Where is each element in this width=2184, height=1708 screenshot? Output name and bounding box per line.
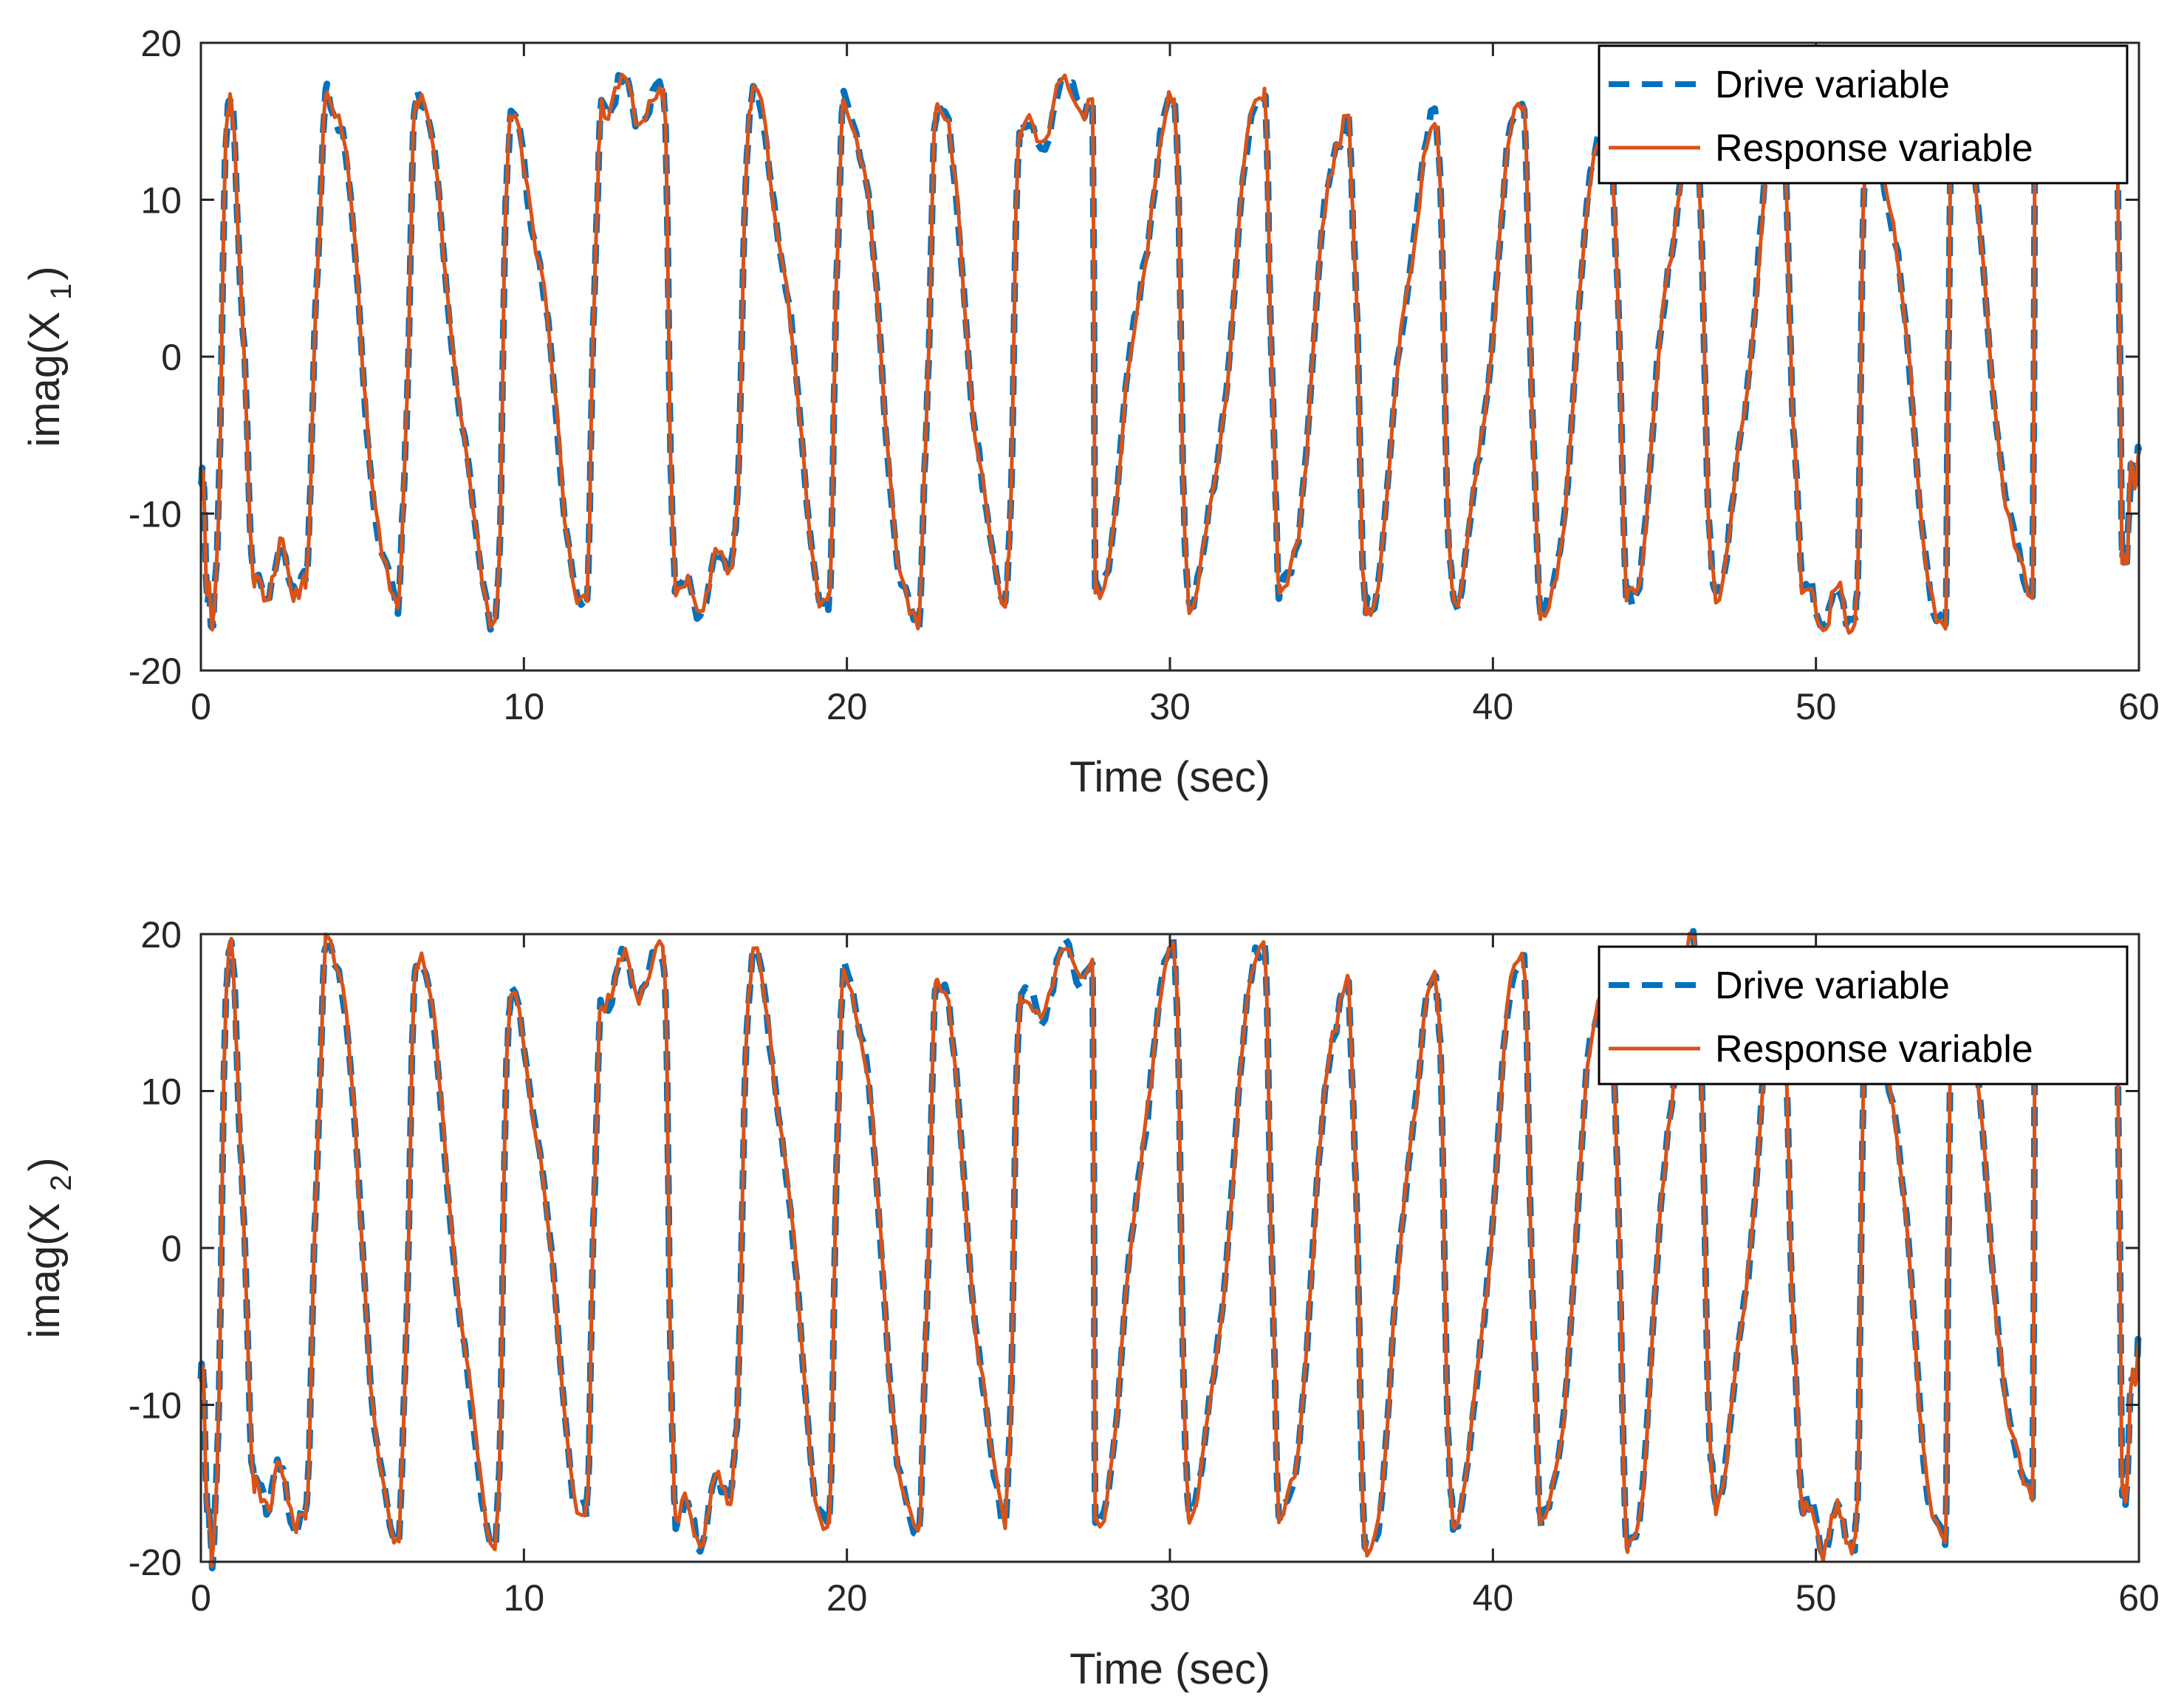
y-tick-label-x2-3: -10 bbox=[129, 1385, 182, 1427]
y-tick-label-x2-2: 0 bbox=[161, 1228, 182, 1269]
x-axis-label-x1: Time (sec) bbox=[1069, 753, 1270, 801]
legend-x2: Drive variable Response variable bbox=[1598, 945, 2129, 1085]
legend-label-drive-x2: Drive variable bbox=[1715, 964, 1950, 1007]
legend-label-response-x1: Response variable bbox=[1715, 127, 2033, 170]
series-line-response-x1 bbox=[199, 72, 2141, 635]
subplot-x2: 0 10 20 30 40 50 60 20 10 0 -10 -20 Time (sec) imag… bbox=[21, 914, 2160, 1693]
y-tick-label-x2-1: 10 bbox=[140, 1071, 182, 1113]
y-tick-label-x2-0: 20 bbox=[140, 914, 182, 956]
x-tick-label-x2-2: 20 bbox=[826, 1577, 868, 1619]
x-tick-label-x1-3: 30 bbox=[1149, 686, 1191, 727]
legend-label-drive-x1: Drive variable bbox=[1715, 64, 1950, 106]
y-axis-label-sub-x1: 1 bbox=[45, 284, 78, 300]
x-tick-label-x1-5: 50 bbox=[1796, 686, 1837, 727]
x-tick-label-x2-1: 10 bbox=[504, 1577, 545, 1619]
y-axis-label-main-x1: imag(X bbox=[21, 312, 69, 447]
y-axis-label-x2: imag(X 2) bbox=[21, 1157, 78, 1338]
x-tick-label-x2-4: 40 bbox=[1473, 1577, 1514, 1619]
y-axis-label-close-x1: ) bbox=[21, 266, 69, 280]
y-tick-label-x1-1: 10 bbox=[140, 180, 182, 222]
svg-text:imag(X1): imag(X 1) bbox=[21, 266, 78, 447]
series-layer-x2 bbox=[197, 927, 2143, 1572]
x-tick-label-x1-2: 20 bbox=[826, 686, 868, 727]
x-axis-label-x2: Time (sec) bbox=[1069, 1645, 1270, 1693]
axes-box-x2 bbox=[199, 933, 2140, 1563]
x-tick-label-x1-0: 0 bbox=[191, 686, 211, 727]
subplot-x1: 0 10 20 30 40 50 60 20 10 0 -10 -20 Time (sec) imag… bbox=[21, 23, 2160, 801]
x-tick-label-x2-3: 30 bbox=[1149, 1577, 1191, 1619]
x-tick-label-x1-1: 10 bbox=[504, 686, 545, 727]
y-axis-label-sub-x2: 2 bbox=[45, 1175, 78, 1191]
legend-box-x1 bbox=[1598, 44, 2129, 185]
x-tick-label-x2-0: 0 bbox=[191, 1577, 211, 1619]
svg-text:imag(X2): imag(X 2) bbox=[21, 1157, 78, 1338]
y-tick-label-x1-2: 0 bbox=[161, 337, 182, 378]
x-tick-label-x1-4: 40 bbox=[1473, 686, 1514, 727]
series-layer-x1 bbox=[197, 69, 2143, 635]
y-axis-label-main-x2: imag(X bbox=[21, 1203, 69, 1339]
legend-label-response-x2: Response variable bbox=[1715, 1028, 2033, 1071]
legend-box-x2 bbox=[1598, 945, 2129, 1085]
y-tick-label-x2-4: -20 bbox=[129, 1542, 182, 1583]
series-line-drive-x2 bbox=[197, 927, 2143, 1572]
y-tick-label-x1-0: 20 bbox=[140, 23, 182, 64]
y-axis-label-close-x2: ) bbox=[21, 1157, 69, 1171]
tick-layer-x1: 0 10 20 30 40 50 60 20 10 0 -10 -20 bbox=[129, 23, 2160, 727]
legend-x1: Drive variable Response variable bbox=[1598, 44, 2129, 185]
series-line-response-x2 bbox=[199, 931, 2141, 1568]
x-tick-label-x2-5: 50 bbox=[1796, 1577, 1837, 1619]
tick-layer-x2: 0 10 20 30 40 50 60 20 10 0 -10 -20 bbox=[129, 914, 2160, 1619]
y-tick-label-x1-4: -20 bbox=[129, 651, 182, 692]
x-tick-label-x2-6: 60 bbox=[2118, 1577, 2160, 1619]
y-tick-label-x1-3: -10 bbox=[129, 494, 182, 535]
axes-box-x1 bbox=[199, 41, 2140, 672]
x-tick-label-x1-6: 60 bbox=[2118, 686, 2160, 727]
y-axis-label-x1: imag(X 1) bbox=[21, 266, 78, 447]
